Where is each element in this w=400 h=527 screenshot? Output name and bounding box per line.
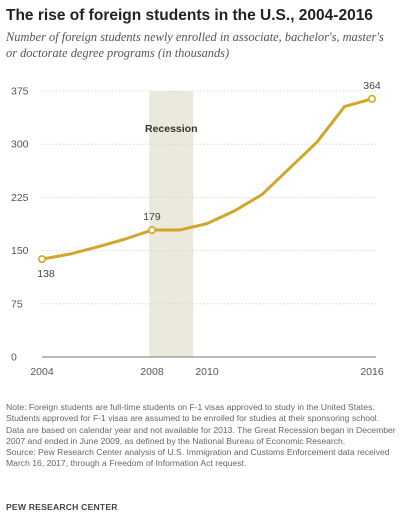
y-tick-label: 75 (11, 298, 23, 310)
y-tick-label: 150 (11, 245, 29, 257)
recession-shade (149, 91, 194, 357)
source-text: Source: Pew Research Center analysis of … (6, 447, 390, 469)
x-tick-label: 2016 (360, 366, 384, 378)
x-tick-label: 2004 (30, 366, 54, 378)
line-chart: Recession 0 75 150 225 300 375 2004 2008 2010 201… (11, 80, 384, 378)
x-tick-label: 2008 (140, 366, 164, 378)
y-tick-label: 225 (11, 192, 29, 204)
data-label: 364 (363, 80, 381, 92)
data-label: 138 (37, 268, 55, 280)
y-tick-label: 300 (11, 139, 29, 151)
data-point (148, 226, 157, 235)
data-point (367, 94, 376, 103)
y-tick-label: 375 (11, 86, 29, 98)
y-tick-label: 0 (11, 352, 17, 364)
series-line (40, 97, 374, 261)
chart-title: The rise of foreign students in the U.S.… (6, 7, 373, 24)
data-label: 179 (143, 211, 161, 223)
chart-notes: Note: Foreign students are full-time stu… (6, 402, 396, 470)
note-text: Note: Foreign students are full-time stu… (6, 402, 396, 446)
recession-label: Recession (145, 123, 198, 135)
data-point (37, 255, 46, 264)
x-tick-label: 2010 (195, 366, 219, 378)
brand-logo-text: PEW RESEARCH CENTER (6, 502, 118, 512)
chart-subtitle: Number of foreign students newly enrolle… (6, 30, 384, 60)
